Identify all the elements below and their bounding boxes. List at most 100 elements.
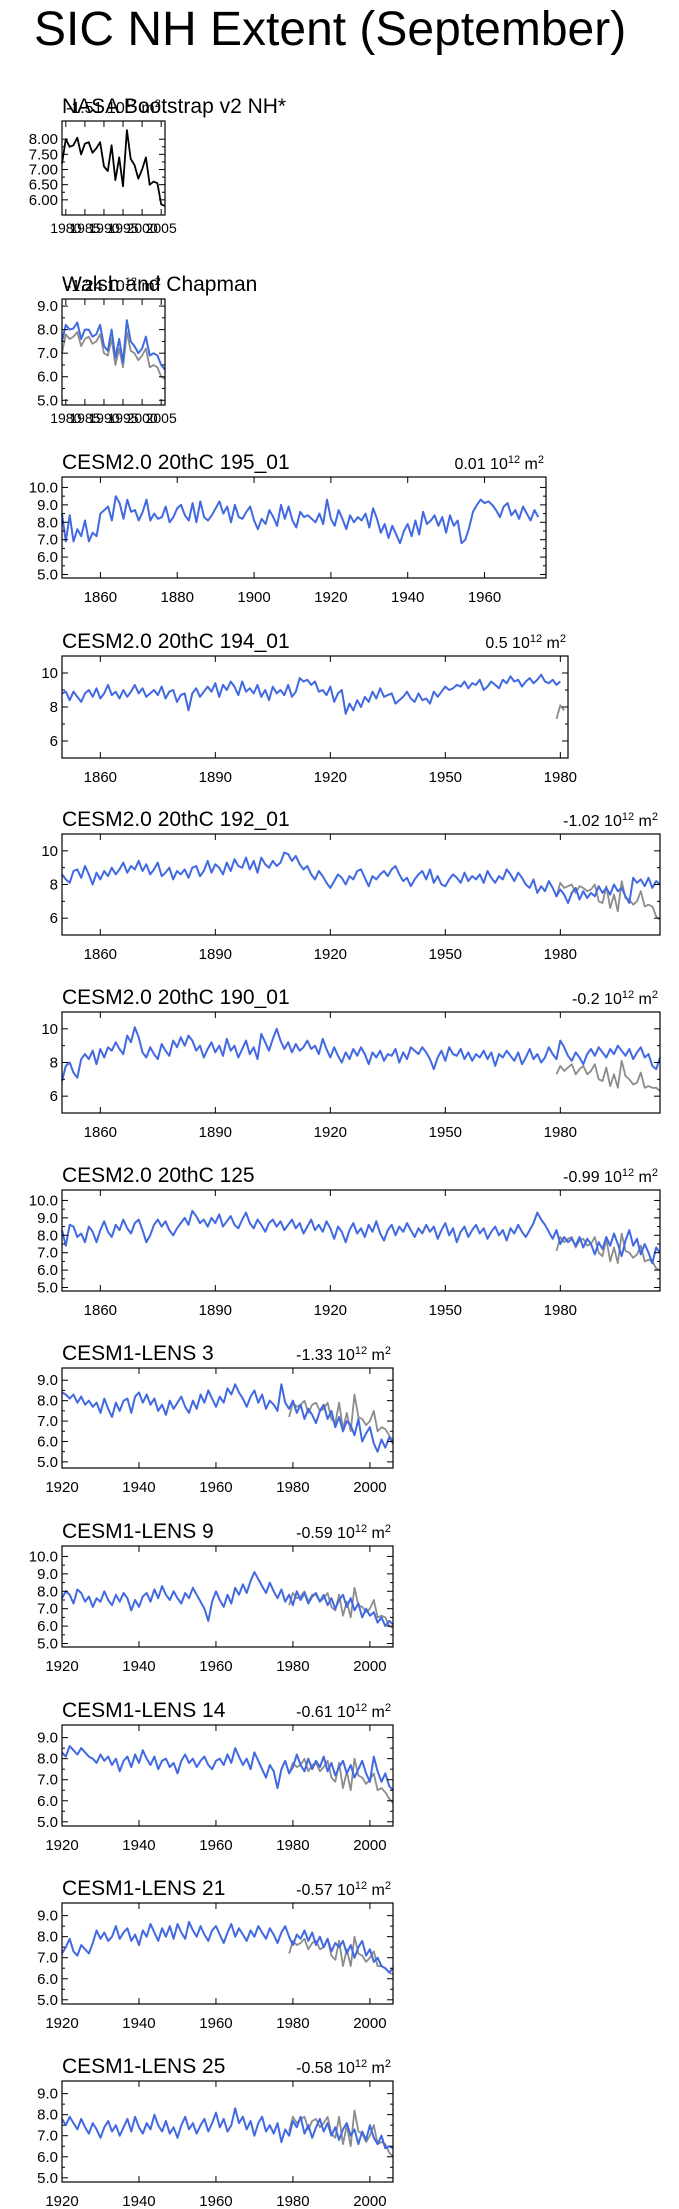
x-tick-label: 1860 [84, 769, 117, 786]
x-tick-label: 1940 [391, 589, 424, 606]
trend-superscript: 2 [538, 454, 544, 466]
trend-superscript: 2 [385, 1702, 391, 1714]
trend-text: m [367, 1347, 385, 1364]
y-tick-label: 6.0 [37, 1262, 58, 1279]
trend-text: -0.99 10 [563, 1169, 622, 1186]
trend-text: -0.58 10 [296, 2060, 355, 2077]
x-tick-label: 1940 [122, 1658, 155, 1675]
y-tick-label: 10 [41, 843, 58, 860]
x-tick-label: 1990 [88, 410, 119, 426]
x-tick-label: 1920 [45, 1658, 78, 1675]
trend-superscript: 2 [385, 2058, 391, 2070]
x-tick-label: 1985 [69, 410, 100, 426]
y-tick-label: 6.0 [37, 1433, 58, 1450]
plot-frame [61, 655, 569, 759]
trend-superscript: 12 [355, 1702, 367, 1714]
plot-frame [61, 1367, 394, 1469]
y-tick-label: 6.00 [29, 192, 58, 209]
chart-panel-3: 5.06.07.08.09.010.0 1860 1880 1900 1920 1940 1… [29, 451, 547, 606]
x-tick-label: 1860 [84, 1302, 117, 1319]
chart-panel-7: 5.06.07.08.09.010.0 1860 1890 1920 1950 1980 C… [29, 1164, 661, 1319]
trend-text: m [367, 1525, 385, 1542]
x-tick-label: 1980 [544, 1124, 577, 1141]
y-tick-label: 6.0 [37, 1793, 58, 1810]
chart-panel-6: 6 8 10 1860 1890 1920 1950 1980 CESM2.0 20thC 19… [41, 986, 661, 1141]
x-tick-label: 1960 [199, 2193, 232, 2209]
plot-frame [61, 1011, 661, 1114]
trend-superscript: 12 [530, 633, 542, 645]
y-tick-label: 8.0 [37, 2107, 58, 2124]
x-tick-label: 1920 [314, 1124, 347, 1141]
y-tick-label: 7.0 [37, 532, 58, 549]
y-tick-label: 8.0 [37, 1929, 58, 1946]
trend-superscript: 2 [385, 1880, 391, 1892]
x-tick-label: 2000 [127, 410, 158, 426]
trend-text: m [634, 813, 652, 830]
trend-label: -1.24 1012 m2 [66, 276, 161, 295]
x-tick-label: 1860 [84, 589, 117, 606]
trend-superscript: 2 [652, 989, 658, 1001]
y-tick-label: 9.0 [37, 1730, 58, 1747]
trend-superscript: 12 [508, 454, 520, 466]
trend-text: 0.01 10 [454, 456, 507, 473]
chart-panel-1: 6.006.507.007.508.00 19801985199019952000… [29, 95, 286, 236]
series-line-model [61, 1920, 394, 1974]
chart-panel-5: 6 8 10 1860 1890 1920 1950 1980 CESM2.0 20thC 19… [41, 808, 661, 963]
panel-title: CESM1-LENS 3 [62, 1342, 214, 1365]
trend-label: -0.59 1012 m2 [296, 1523, 391, 1542]
plot-frame [61, 1189, 661, 1292]
x-tick-label: 1990 [88, 220, 119, 236]
trend-label: -1.51 1012 m2 [66, 98, 161, 117]
trend-label: -0.61 1012 m2 [296, 1702, 391, 1721]
trend-text: m [542, 635, 560, 652]
y-tick-label: 5.0 [37, 1992, 58, 2009]
trend-text: m [520, 456, 538, 473]
x-tick-label: 1985 [69, 220, 100, 236]
x-tick-label: 1980 [544, 946, 577, 963]
trend-superscript: 12 [125, 98, 137, 110]
x-tick-label: 1960 [199, 2015, 232, 2032]
x-tick-label: 1890 [199, 1302, 232, 1319]
series-line-obs [555, 704, 565, 720]
trend-label: 0.01 1012 m2 [454, 454, 544, 473]
y-tick-label: 6.50 [29, 177, 58, 194]
trend-superscript: 2 [155, 98, 161, 110]
y-tick-label: 10.0 [29, 1192, 58, 1209]
panel-title: CESM2.0 20thC 194_01 [62, 630, 290, 653]
trend-text: m [367, 1882, 385, 1899]
series-line-obs [61, 331, 166, 380]
chart-panel-10: 5.0 6.0 7.0 8.0 9.0 1920 1940 1960 1980 2000 CESM1… [37, 1699, 394, 1854]
series-line-model [61, 851, 661, 904]
chart-panel-11: 5.0 6.0 7.0 8.0 9.0 1920 1940 1960 1980 2000 CESM1… [37, 1877, 394, 2032]
y-tick-label: 8.0 [37, 322, 58, 339]
y-tick-label: 9.0 [37, 1566, 58, 1583]
x-tick-label: 1995 [107, 410, 138, 426]
y-tick-label: 5.0 [37, 392, 58, 409]
y-tick-label: 5.0 [37, 1814, 58, 1831]
y-tick-label: 9.0 [37, 2086, 58, 2103]
x-tick-label: 1880 [161, 589, 194, 606]
series-line-model [61, 1209, 661, 1265]
trend-superscript: 12 [622, 989, 634, 1001]
trend-label: -0.58 1012 m2 [296, 2058, 391, 2077]
series-line-nasa-bootstrap-v2-nh- [61, 129, 166, 207]
chart-panel-4: 6 8 10 1860 1890 1920 1950 1980 CESM2.0 20thC 19… [41, 630, 577, 786]
x-tick-label: 1920 [314, 769, 347, 786]
trend-text: -1.24 10 [66, 278, 125, 295]
y-tick-label: 7.0 [37, 1950, 58, 1967]
y-tick-label: 8.0 [37, 1583, 58, 1600]
x-tick-label: 1950 [429, 1124, 462, 1141]
plot-frame [61, 1724, 394, 1827]
panel-title: CESM1-LENS 14 [62, 1699, 226, 1722]
trend-superscript: 2 [652, 1167, 658, 1179]
x-tick-label: 1960 [199, 1837, 232, 1854]
panel-title: CESM2.0 20thC 195_01 [62, 451, 290, 474]
page-title: SIC NH Extent (September) [34, 3, 627, 56]
trend-label: -0.2 1012 m2 [572, 989, 658, 1008]
series-line-model [61, 319, 166, 371]
trend-text: -0.2 10 [572, 991, 622, 1008]
y-tick-label: 6 [50, 910, 58, 927]
trend-text: -0.57 10 [296, 1882, 355, 1899]
y-tick-label: 6.0 [37, 1618, 58, 1635]
